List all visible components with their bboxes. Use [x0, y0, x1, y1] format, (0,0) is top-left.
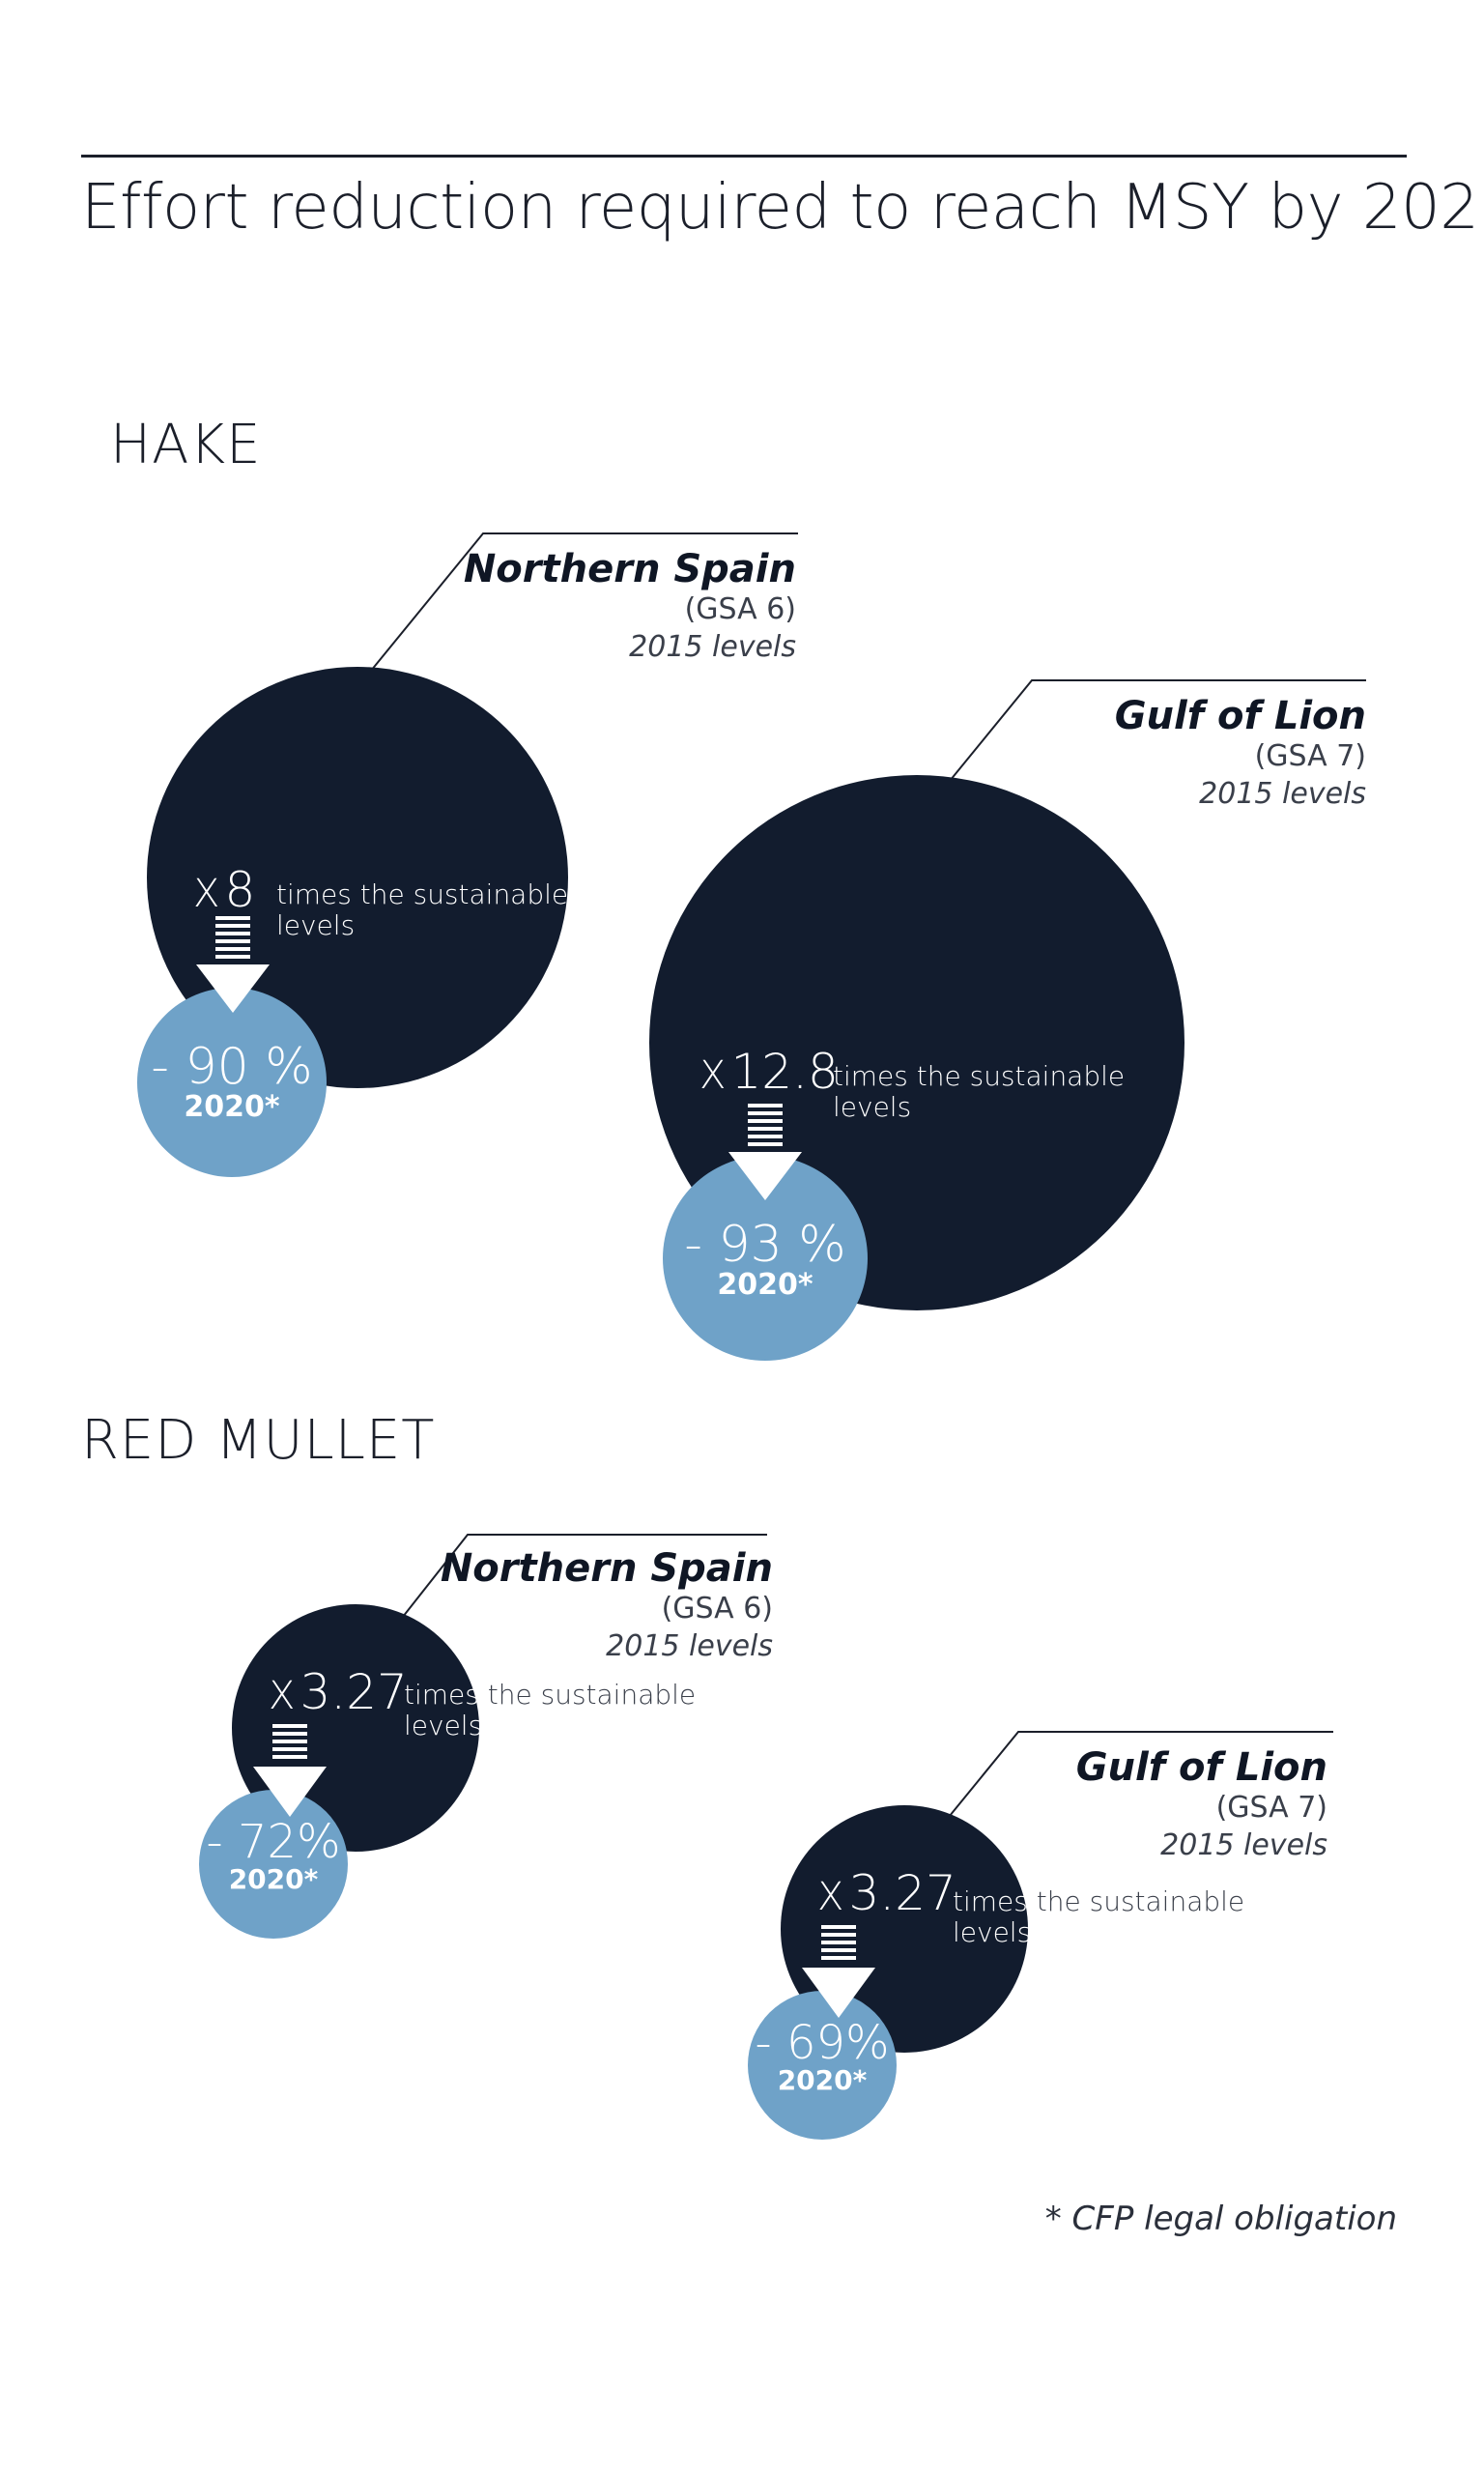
- region-label-red-mullet-gulf-of-lion: Gulf of Lion (GSA 7) 2015 levels: [1076, 1745, 1327, 1865]
- hake-northern-spain-year: 2020*: [184, 1090, 280, 1124]
- red-mullet-gulf-of-lion-2020-circle: [748, 1991, 897, 2140]
- red-mullet-gulf-of-lion-year: 2020*: [777, 2064, 868, 2096]
- section-heading-red-mullet: RED MULLET: [81, 1409, 436, 1472]
- region-levels: 2015 levels: [1160, 1828, 1327, 1862]
- region-label-red-mullet-northern-spain: Northern Spain (GSA 6) 2015 levels: [441, 1546, 773, 1666]
- hake-northern-spain-reduction: - 90 %: [151, 1038, 313, 1096]
- hake-gulf-of-lion-description: times the sustainable levels: [833, 1060, 1126, 1123]
- red-mullet-northern-spain-year: 2020*: [228, 1863, 319, 1895]
- red-mullet-gulf-of-lion-reduction: - 69%: [755, 2016, 890, 2070]
- down-arrow-icon: [196, 916, 270, 1013]
- hake-northern-spain-2020-circle: [137, 988, 327, 1177]
- page-title: Effort reduction required to reach MSY b…: [81, 172, 1484, 244]
- leader-line-hake-gulf-of-lion: [919, 679, 1366, 819]
- down-arrow-icon: [728, 1104, 802, 1200]
- down-arrow-icon: [253, 1724, 327, 1817]
- region-label-hake-gulf-of-lion: Gulf of Lion (GSA 7) 2015 levels: [1115, 694, 1366, 814]
- hake-gulf-of-lion-reduction: - 93 %: [684, 1216, 846, 1274]
- footnote: * CFP legal obligation: [1044, 2200, 1397, 2238]
- section-heading-hake: HAKE: [110, 414, 262, 476]
- region-name: Gulf of Lion: [1114, 694, 1366, 738]
- red-mullet-northern-spain-2020-circle: [199, 1790, 348, 1939]
- hake-gulf-of-lion-year: 2020*: [717, 1268, 813, 1302]
- hake-northern-spain-description: times the sustainable levels: [276, 878, 569, 941]
- region-label-hake-northern-spain: Northern Spain (GSA 6) 2015 levels: [464, 547, 796, 667]
- title-rule: [81, 155, 1407, 158]
- region-name: Northern Spain: [463, 547, 796, 591]
- region-gsa: (GSA 6): [661, 1592, 773, 1625]
- region-levels: 2015 levels: [606, 1629, 773, 1663]
- red-mullet-northern-spain-reduction: - 72%: [206, 1815, 341, 1869]
- leader-line-hake-northern-spain: [370, 532, 798, 672]
- down-arrow-icon: [802, 1925, 875, 2018]
- region-levels: 2015 levels: [629, 630, 796, 664]
- hake-northern-spain-factor: X 8: [193, 862, 256, 918]
- hake-gulf-of-lion-factor: X 12.8: [699, 1044, 839, 1100]
- region-gsa: (GSA 7): [1215, 1791, 1327, 1825]
- region-name: Northern Spain: [440, 1546, 773, 1591]
- red-mullet-northern-spain-factor: X 3.27: [269, 1664, 408, 1720]
- region-levels: 2015 levels: [1199, 777, 1366, 811]
- region-name: Gulf of Lion: [1075, 1745, 1327, 1790]
- region-gsa: (GSA 6): [684, 592, 796, 626]
- region-gsa: (GSA 7): [1254, 739, 1366, 773]
- red-mullet-northern-spain-description: times the sustainable levels: [404, 1679, 697, 1741]
- red-mullet-gulf-of-lion-description: times the sustainable levels: [953, 1885, 1245, 1948]
- red-mullet-gulf-of-lion-factor: X 3.27: [817, 1865, 956, 1921]
